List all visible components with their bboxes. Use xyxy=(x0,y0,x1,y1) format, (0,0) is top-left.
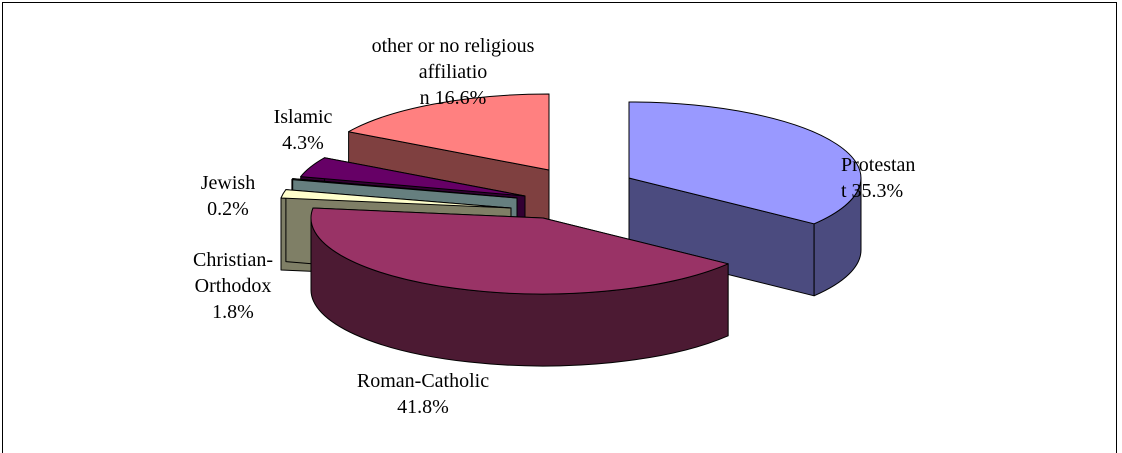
slice-label-orthodox-line3: 1.8% xyxy=(212,301,254,323)
slice-label-islamic: Islamic 4.3% xyxy=(243,104,363,156)
slice-label-orthodox-line1: Christian- xyxy=(193,249,273,271)
slice-label-roman-catholic: Roman-Catholic 41.8% xyxy=(323,368,523,420)
slice-top-protestant xyxy=(628,101,862,225)
slice-label-catholic-line2: 41.8% xyxy=(397,396,449,418)
slice-label-christian-orthodox: Christian- Orthodox 1.8% xyxy=(173,247,293,325)
slice-label-islamic-line1: Islamic xyxy=(273,106,333,128)
slice-label-jewish-line1: Jewish xyxy=(200,172,256,194)
slice-top-christian-orthodox xyxy=(280,189,512,209)
slice-label-other-line2: affiliatio xyxy=(418,61,488,83)
slice-label-other-line3: n 16.6% xyxy=(419,87,487,109)
slice-label-jewish-line2: 0.2% xyxy=(207,198,249,220)
pie-chart xyxy=(280,93,862,367)
slice-label-other-line1: other or no religious xyxy=(371,35,535,57)
slice-top-jewish xyxy=(291,178,518,199)
slice-label-islamic-line2: 4.3% xyxy=(282,132,324,154)
slice-label-jewish: Jewish 0.2% xyxy=(178,170,278,222)
slice-top-roman-catholic xyxy=(310,207,729,295)
slice-roman-catholic xyxy=(310,207,729,367)
slice-label-other: other or no religious affiliatio n 16.6% xyxy=(333,33,573,111)
slice-label-protestant-line1: Protestan xyxy=(841,154,916,176)
slice-label-protestant: Protestan t 35.3% xyxy=(841,152,961,204)
slice-top-other-or-no-religious-affiliation xyxy=(348,93,550,171)
slice-protestant xyxy=(628,101,862,297)
slice-label-catholic-line1: Roman-Catholic xyxy=(356,370,490,392)
slice-label-orthodox-line2: Orthodox xyxy=(194,275,272,297)
slice-label-protestant-line2: t 35.3% xyxy=(841,180,904,202)
slice-top-islamic xyxy=(300,157,526,197)
